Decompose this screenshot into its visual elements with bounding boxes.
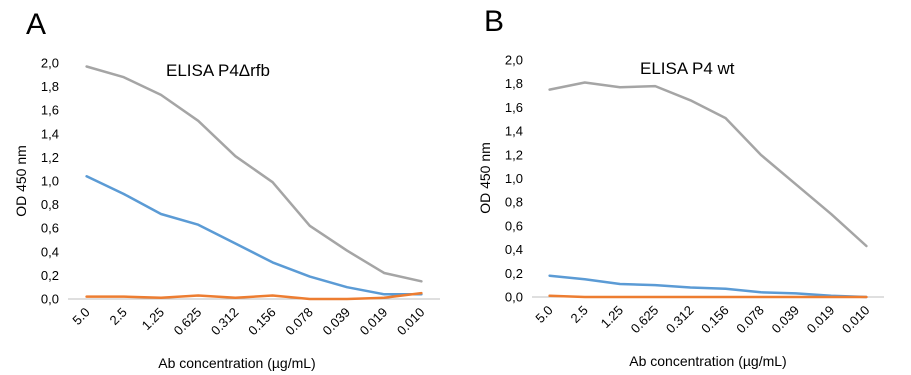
x-tick-label: 0.019: [357, 305, 391, 339]
x-tick-label: 0.312: [663, 303, 697, 337]
y-axis-label: OD 450 nm: [477, 142, 493, 214]
series-line-1: [85, 65, 423, 283]
x-tick-label: 2.5: [568, 303, 591, 326]
y-tick-label: 0,6: [41, 221, 59, 236]
series-line-3: [548, 294, 868, 299]
panel-a: A ELISA P4Δrfb Ab concentration (µg/mL) …: [13, 8, 440, 371]
panel-b: B ELISA P4 wt Ab concentration (µg/mL) O…: [477, 5, 884, 369]
chart-title: ELISA P4 wt: [640, 59, 735, 78]
x-axis-label: Ab concentration (µg/mL): [629, 353, 786, 369]
series-line-1: [548, 81, 868, 248]
y-tick-label: 0,0: [505, 290, 523, 305]
y-tick-label: 1,8: [505, 76, 523, 91]
x-tick-label: 5.0: [69, 305, 92, 328]
y-tick-label: 0,6: [505, 218, 523, 233]
y-tick-label: 1,2: [505, 147, 523, 162]
chart-title: ELISA P4Δrfb: [166, 61, 270, 80]
y-tick-label: 1,4: [41, 126, 59, 141]
y-tick-label: 2,0: [505, 53, 523, 68]
y-tick-label: 0,8: [505, 195, 523, 210]
series-line-3: [85, 291, 423, 301]
x-tick-label: 0.078: [282, 305, 316, 339]
y-tick-label: 1,6: [41, 103, 59, 118]
y-tick-label: 0,2: [505, 266, 523, 281]
y-tick-label: 1,6: [505, 100, 523, 115]
y-tick-label: 1,4: [505, 124, 523, 139]
x-tick-label: 0.010: [839, 303, 873, 337]
x-tick-label: 0.625: [171, 305, 205, 339]
x-axis-label: Ab concentration (µg/mL): [158, 355, 315, 371]
panel-letter: A: [26, 8, 46, 41]
y-tick-label: 0,2: [41, 268, 59, 283]
x-tick-label: 1.25: [139, 305, 168, 334]
series-line-2: [548, 274, 868, 299]
x-tick-label: 0.039: [769, 303, 803, 337]
y-tick-label: 1,0: [41, 174, 59, 189]
x-tick-label: 0.156: [245, 305, 279, 339]
x-tick-label: 0.078: [733, 303, 767, 337]
x-tick-label: 0.625: [628, 303, 662, 337]
y-tick-label: 0,0: [41, 292, 59, 307]
x-tick-label: 0.039: [320, 305, 354, 339]
y-tick-label: 1,0: [505, 171, 523, 186]
y-tick-label: 1,8: [41, 79, 59, 94]
y-axis-label: OD 450 nm: [13, 145, 29, 217]
panel-letter: B: [484, 5, 504, 38]
x-tick-label: 0.312: [208, 305, 242, 339]
y-tick-label: 0,4: [41, 244, 59, 259]
x-tick-label: 1.25: [598, 303, 627, 332]
x-tick-label: 0.156: [698, 303, 732, 337]
x-tick-label: 2.5: [107, 305, 130, 328]
series-line-2: [85, 175, 423, 296]
y-tick-label: 2,0: [41, 56, 59, 71]
y-tick-label: 0,4: [505, 242, 523, 257]
x-tick-label: 0.019: [804, 303, 838, 337]
x-tick-label: 0.010: [394, 305, 428, 339]
y-tick-label: 1,2: [41, 150, 59, 165]
y-tick-label: 0,8: [41, 197, 59, 212]
x-tick-label: 5.0: [532, 303, 555, 326]
